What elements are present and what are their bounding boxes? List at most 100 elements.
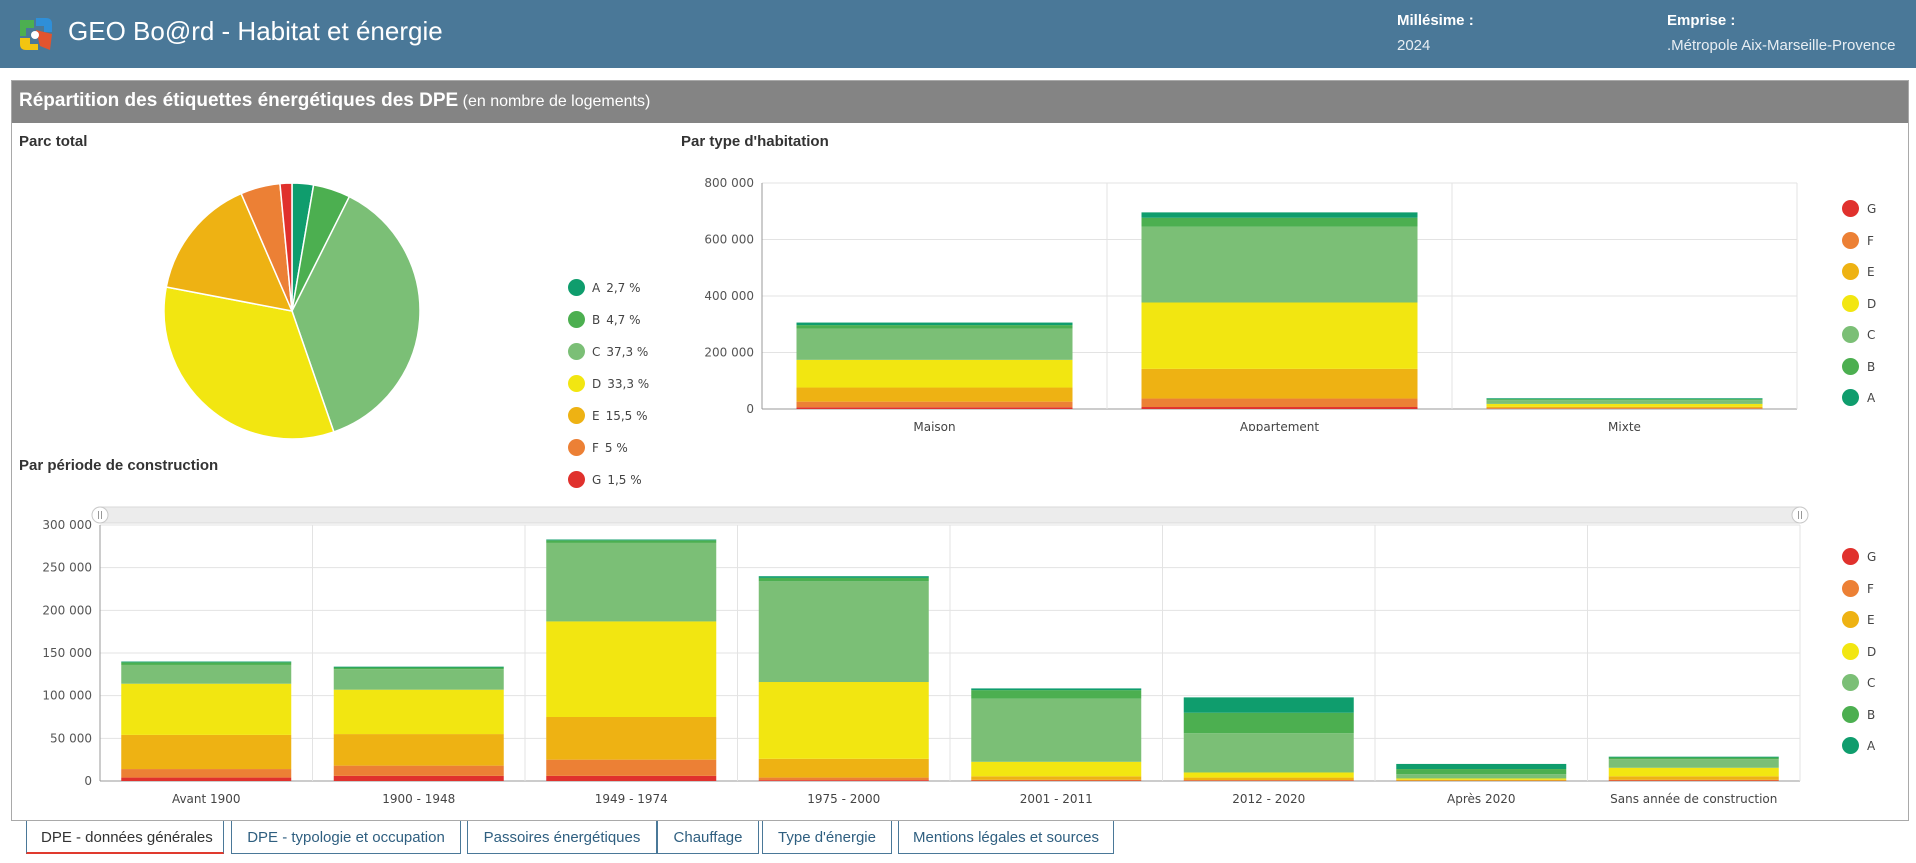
bar-segment-F[interactable] [758,777,929,781]
pie-legend-item-B[interactable]: B 4,7 % [568,311,688,331]
pie-legend-item-G[interactable]: G 1,5 % [568,471,688,491]
pie-legend-item-A[interactable]: A 2,7 % [568,279,688,299]
bar-segment-G[interactable] [546,775,717,781]
legend-item-E[interactable]: E [1842,611,1882,631]
bar-segment-C[interactable] [1141,226,1418,303]
bar-segment-B[interactable] [1608,757,1779,760]
emprise-value[interactable]: .Métropole Aix-Marseille-Provence [1667,37,1896,54]
chart-scrollbar[interactable] [99,506,1801,524]
bar-segment-C[interactable] [1486,400,1763,404]
bar-segment-B[interactable] [1141,217,1418,227]
bar-segment-D[interactable] [333,689,504,735]
bar-segment-D[interactable] [758,682,929,759]
tab-dpe-typologie-occupation[interactable]: DPE - typologie et occupation [231,821,461,854]
bar-segment-F[interactable] [546,759,717,776]
bar-segment-E[interactable] [796,387,1073,402]
bar-segment-E[interactable] [1396,779,1567,781]
bar-segment-A[interactable] [796,322,1073,326]
bar-segment-F[interactable] [1608,779,1779,781]
bar-segment-B[interactable] [796,325,1073,329]
pie-legend-item-F[interactable]: F 5 % [568,439,688,459]
bar-segment-B[interactable] [1396,769,1567,775]
period-bar-chart[interactable]: 0 50 000 100 000 150 000 200 000 250 000 300 0… [22,501,1822,811]
legend-item-B[interactable]: B [1842,357,1882,378]
bar-segment-E[interactable] [1608,776,1779,780]
pie-legend-item-D[interactable]: D 33,3 % [568,375,688,395]
bar-segment-G[interactable] [758,780,929,781]
pie-legend-item-C[interactable]: C 37,3 % [568,343,688,363]
bar-segment-C[interactable] [333,669,504,690]
bar-segment-B[interactable] [1486,399,1763,401]
pie-legend-item-E[interactable]: E 15,5 % [568,407,688,427]
bar-segment-F[interactable] [971,779,1142,781]
bar-segment-F[interactable] [1486,408,1763,409]
scrollbar-left-handle-icon[interactable] [91,506,109,524]
bar-segment-B[interactable] [546,540,717,543]
bar-segment-E[interactable] [758,758,929,778]
bar-segment-E[interactable] [1141,368,1418,399]
bar-segment-C[interactable] [1396,774,1567,779]
bar-segment-C[interactable] [1608,759,1779,768]
bar-segment-G[interactable] [796,407,1073,409]
bar-segment-A[interactable] [1183,697,1354,713]
millesime-value[interactable]: 2024 [1397,37,1431,54]
bar-segment-E[interactable] [333,734,504,766]
bar-segment-E[interactable] [121,734,292,770]
tab-mentions-legales[interactable]: Mentions légales et sources [898,821,1114,854]
tab-dpe-donnees-generales[interactable]: DPE - données générales [26,821,224,854]
legend-item-D[interactable]: D [1842,642,1882,663]
bar-segment-B[interactable] [758,577,929,582]
bar-segment-A[interactable] [546,539,717,541]
tab-chauffage[interactable]: Chauffage [657,821,759,854]
legend-item-G[interactable]: G [1842,200,1882,220]
pie-slice-E[interactable] [165,192,294,313]
bar-segment-E[interactable] [546,717,717,760]
bar-segment-E[interactable] [971,776,1142,780]
bar-segment-A[interactable] [1608,756,1779,758]
bar-segment-A[interactable] [758,576,929,578]
bar-segment-G[interactable] [1141,407,1418,409]
legend-item-A[interactable]: A [1842,737,1882,757]
bar-segment-G[interactable] [333,775,504,781]
bar-segment-B[interactable] [971,690,1142,699]
emprise-block[interactable]: Emprise : .Métropole Aix-Marseille-Prove… [1667,12,1916,54]
bar-segment-F[interactable] [1141,398,1418,408]
legend-item-A[interactable]: A [1842,389,1882,409]
bar-segment-D[interactable] [1608,767,1779,777]
bar-segment-A[interactable] [1396,763,1567,770]
bar-segment-C[interactable] [546,542,717,622]
scrollbar-right-handle-icon[interactable] [1791,506,1809,524]
legend-item-G[interactable]: G [1842,548,1882,568]
bar-segment-D[interactable] [1141,302,1418,369]
bar-segment-B[interactable] [333,667,504,670]
tab-passoires-energetiques[interactable]: Passoires énergétiques [467,821,657,854]
bar-segment-C[interactable] [971,698,1142,762]
bar-segment-C[interactable] [121,664,292,684]
legend-item-F[interactable]: F [1842,579,1882,600]
bar-segment-B[interactable] [1183,712,1354,734]
bar-segment-D[interactable] [796,359,1073,388]
bar-segment-A[interactable] [1486,398,1763,400]
bar-segment-A[interactable] [1141,212,1418,218]
type-bar-chart[interactable]: 0 200 000 400 000 600 000 800 000 Maison Appar… [692,171,1822,431]
legend-item-E[interactable]: E [1842,263,1882,283]
bar-segment-D[interactable] [1486,403,1763,407]
legend-item-C[interactable]: C [1842,326,1882,346]
millesime-block[interactable]: Millésime : 2024 [1397,12,1647,54]
bar-segment-D[interactable] [971,761,1142,777]
bar-segment-E[interactable] [1486,406,1763,409]
bar-segment-D[interactable] [546,621,717,717]
bar-segment-A[interactable] [121,661,292,663]
bar-segment-D[interactable] [121,683,292,735]
bar-segment-C[interactable] [1183,733,1354,773]
bar-segment-D[interactable] [1396,778,1567,780]
legend-item-C[interactable]: C [1842,674,1882,694]
pie-slice-G[interactable] [279,182,293,312]
bar-segment-C[interactable] [758,581,929,683]
bar-segment-E[interactable] [1183,777,1354,781]
bar-segment-F[interactable] [121,769,292,778]
bar-segment-A[interactable] [333,666,504,668]
bar-segment-F[interactable] [333,765,504,776]
legend-item-B[interactable]: B [1842,705,1882,726]
bar-segment-B[interactable] [121,662,292,665]
